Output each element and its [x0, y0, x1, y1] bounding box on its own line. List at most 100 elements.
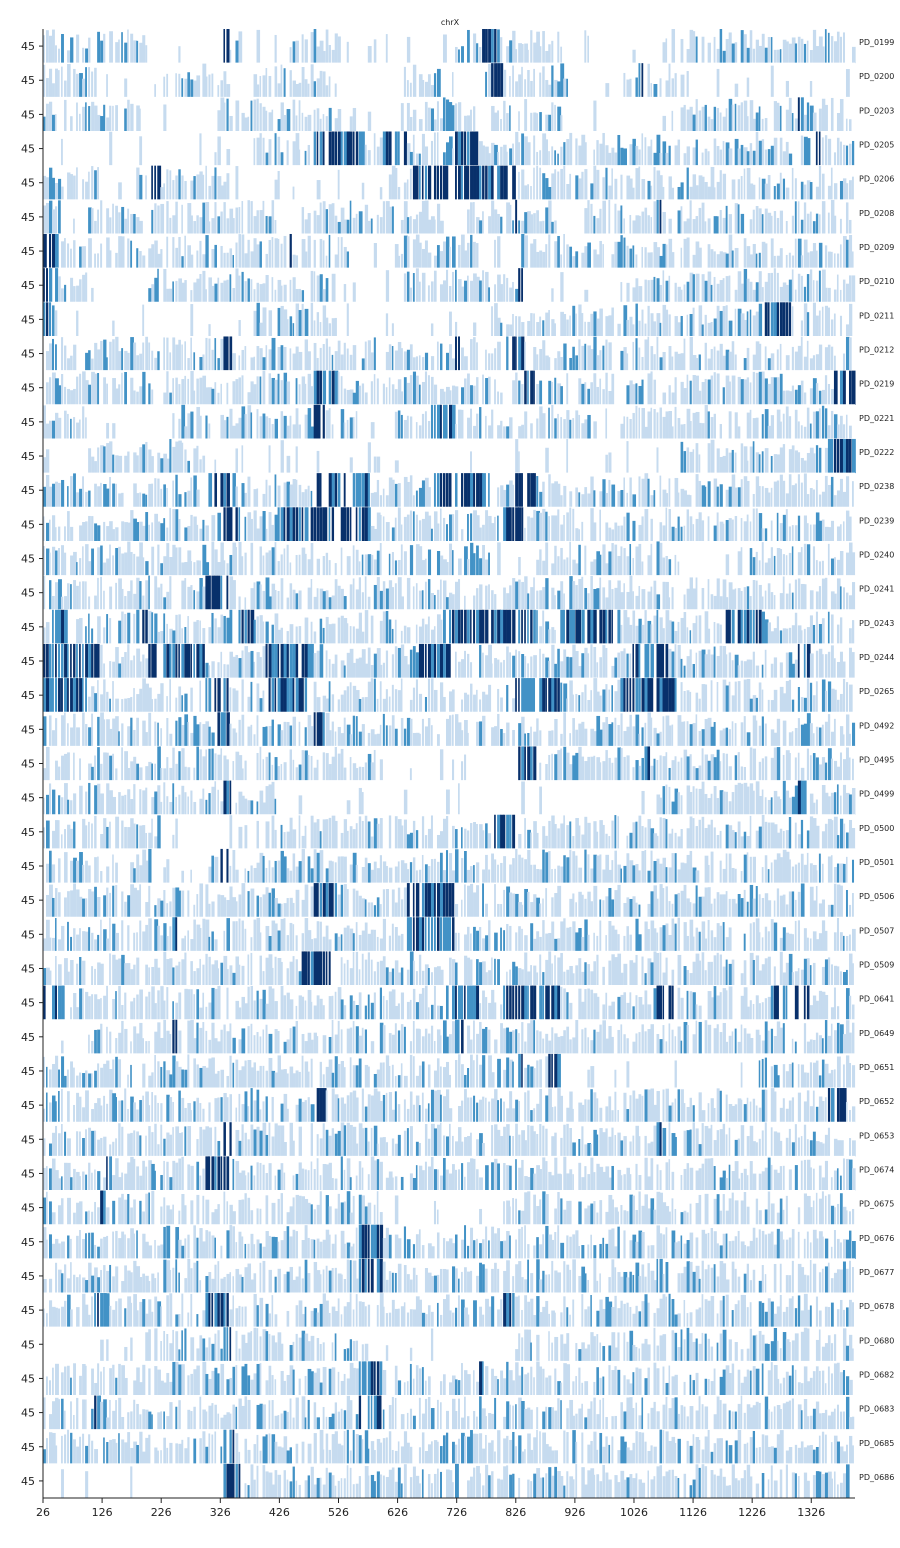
coverage-bar: [542, 849, 545, 884]
coverage-bar: [94, 342, 98, 371]
coverage-bar: [91, 686, 95, 713]
coverage-bar: [205, 662, 209, 679]
coverage-bar: [94, 595, 97, 610]
coverage-bar: [226, 279, 229, 303]
coverage-bar: [415, 165, 419, 200]
coverage-bar: [238, 377, 242, 405]
coverage-bar: [430, 281, 434, 303]
coverage-bar: [590, 868, 594, 884]
coverage-bar: [713, 525, 718, 542]
coverage-bar: [695, 615, 698, 644]
coverage-bar: [109, 250, 112, 269]
coverage-bar: [758, 177, 761, 200]
coverage-bar: [845, 69, 850, 98]
coverage-bar: [665, 643, 669, 679]
coverage-bar: [665, 309, 669, 337]
coverage-bar: [482, 145, 485, 166]
coverage-bar: [364, 507, 369, 542]
coverage-bar: [340, 832, 344, 849]
coverage-bar: [286, 507, 291, 542]
coverage-bar: [313, 210, 317, 234]
coverage-bar: [731, 589, 736, 610]
sample-name-label: PD_0239: [859, 516, 894, 525]
coverage-bar: [385, 650, 389, 679]
coverage-bar: [668, 767, 671, 781]
coverage-bar: [247, 476, 251, 508]
coverage-bar: [205, 525, 209, 542]
coverage-bar: [713, 827, 716, 849]
coverage-bar: [172, 544, 176, 576]
coverage-bar: [611, 762, 614, 781]
coverage-bar: [524, 733, 527, 747]
coverage-bar: [337, 36, 341, 64]
coverage-bar: [548, 380, 552, 405]
coverage-bar: [211, 388, 215, 405]
coverage-bar: [406, 80, 409, 98]
coverage-bar: [749, 409, 752, 439]
coverage-bar: [115, 582, 118, 610]
coverage-bar: [430, 678, 434, 713]
coverage-bar: [280, 152, 284, 166]
coverage-bar: [752, 209, 755, 234]
coverage-bar: [217, 575, 221, 610]
coverage-bar: [250, 279, 253, 303]
coverage-bar: [482, 830, 485, 849]
coverage-bar: [136, 391, 139, 405]
coverage-bar: [497, 29, 500, 64]
coverage-bar: [418, 211, 423, 234]
coverage-bar: [346, 830, 349, 849]
coverage-bar: [758, 343, 762, 371]
coverage-bar: [88, 782, 91, 815]
coverage-bar: [851, 370, 856, 405]
coverage-bar: [497, 542, 501, 576]
coverage-bar: [109, 341, 112, 371]
coverage-bar: [647, 555, 651, 576]
coverage-bar: [181, 404, 186, 439]
coverage-bar: [695, 358, 699, 371]
coverage-bar: [575, 752, 580, 781]
coverage-bar: [716, 798, 720, 815]
coverage-bar: [220, 575, 223, 610]
coverage-bar: [196, 278, 200, 303]
coverage-bar: [716, 682, 719, 713]
coverage-bar: [830, 792, 835, 815]
coverage-bar: [512, 578, 516, 610]
coverage-bar: [767, 492, 771, 508]
coverage-bar: [202, 724, 206, 747]
coverage-bar: [578, 492, 581, 508]
coverage-bar: [238, 417, 243, 439]
coverage-bar: [313, 653, 317, 679]
coverage-bar: [662, 557, 666, 576]
coverage-bar: [280, 507, 284, 542]
coverage-bar: [764, 821, 768, 849]
coverage-bar: [593, 731, 597, 747]
coverage-bar: [539, 72, 542, 98]
coverage-bar: [163, 867, 167, 884]
coverage-bar: [301, 678, 304, 713]
coverage-bar: [244, 646, 249, 679]
coverage-bar: [46, 746, 50, 781]
coverage-bar: [277, 507, 280, 542]
coverage-bar: [55, 310, 58, 337]
coverage-bar: [731, 179, 736, 200]
coverage-bar: [698, 480, 702, 508]
coverage-bar: [584, 30, 587, 64]
coverage-bar: [770, 145, 775, 166]
coverage-bar: [157, 587, 161, 610]
coverage-bar: [367, 732, 371, 747]
coverage-bar: [608, 869, 612, 884]
coverage-bar: [836, 31, 840, 64]
coverage-bar: [842, 178, 847, 200]
coverage-bar: [524, 576, 528, 610]
coverage-bar: [461, 609, 464, 644]
coverage-bar: [479, 473, 483, 508]
coverage-bar: [424, 864, 428, 884]
coverage-bar: [148, 643, 151, 679]
coverage-bar: [268, 752, 271, 781]
coverage-bar: [773, 186, 776, 200]
coverage-bar: [166, 169, 169, 200]
coverage-bar: [482, 869, 486, 884]
coverage-bar: [364, 144, 367, 166]
coverage-bar: [812, 280, 815, 303]
coverage-bar: [521, 581, 525, 610]
